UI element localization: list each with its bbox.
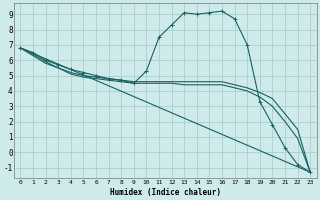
X-axis label: Humidex (Indice chaleur): Humidex (Indice chaleur) — [110, 188, 221, 197]
